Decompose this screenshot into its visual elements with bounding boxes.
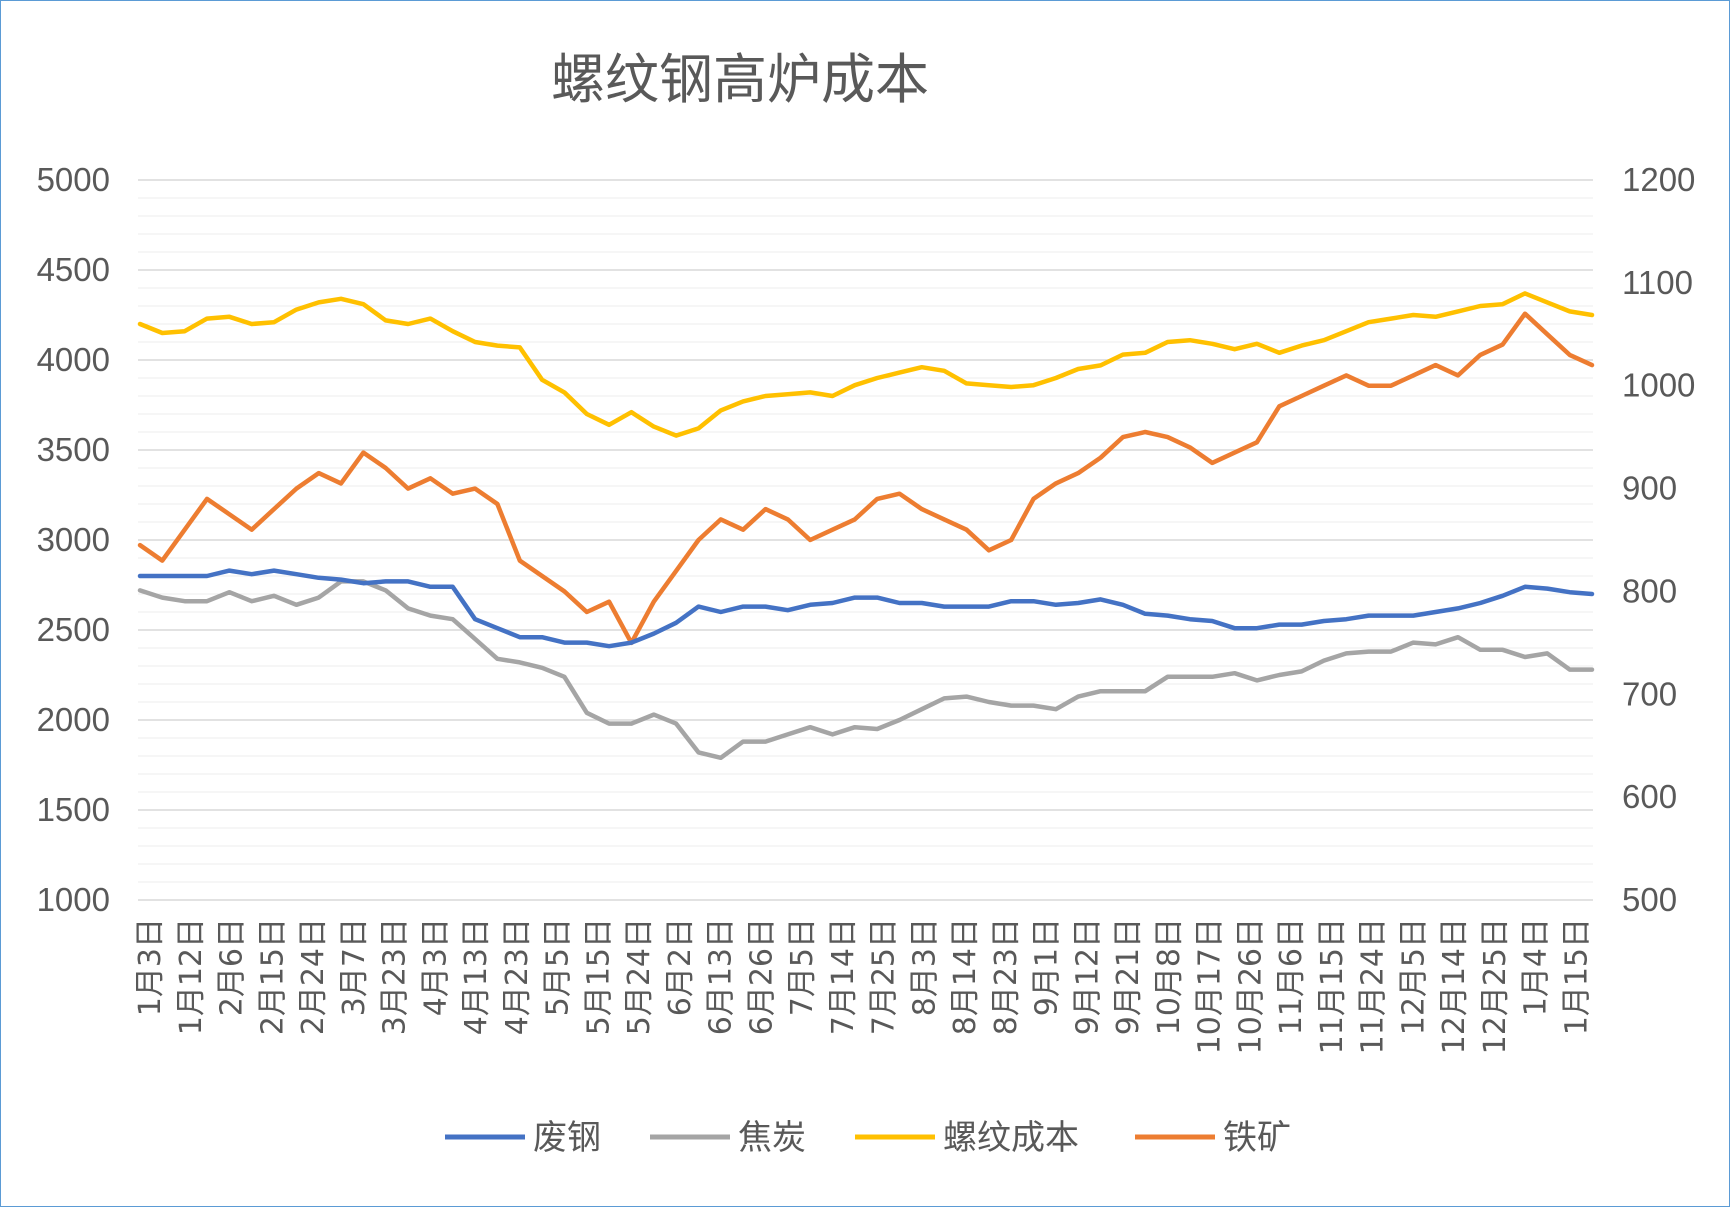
x-tick-label: 10月26日 bbox=[1233, 918, 1268, 1054]
y-left-tick-label: 2500 bbox=[37, 611, 110, 648]
x-tick-label: 12月14日 bbox=[1437, 918, 1472, 1054]
y-right-tick-label: 700 bbox=[1622, 675, 1677, 712]
y-left-tick-label: 5000 bbox=[37, 161, 110, 198]
x-tick-label: 8月14日 bbox=[948, 918, 983, 1035]
y-left-tick-label: 3500 bbox=[37, 431, 110, 468]
x-tick-label: 1月4日 bbox=[1519, 918, 1554, 1016]
x-tick-label: 2月6日 bbox=[215, 918, 250, 1016]
x-tick-label: 9月21日 bbox=[1111, 918, 1146, 1035]
x-tick-label: 11月15日 bbox=[1315, 918, 1350, 1054]
x-tick-label: 3月23日 bbox=[378, 918, 413, 1035]
x-tick-label: 9月12日 bbox=[1070, 918, 1105, 1035]
x-tick-label: 4月23日 bbox=[500, 918, 535, 1035]
legend-label: 废钢 bbox=[533, 1118, 601, 1158]
x-tick-label: 8月3日 bbox=[907, 918, 942, 1016]
legend-label: 铁矿 bbox=[1223, 1118, 1291, 1158]
series-line-2 bbox=[137, 579, 1595, 761]
y-left-tick-label: 2000 bbox=[37, 701, 110, 738]
x-tick-label: 2月15日 bbox=[255, 918, 290, 1035]
x-tick-label: 5月5日 bbox=[541, 918, 576, 1016]
y-left-tick-label: 4500 bbox=[37, 251, 110, 288]
y-right-tick-label: 600 bbox=[1622, 778, 1677, 815]
x-tick-label: 6月13日 bbox=[704, 918, 739, 1035]
x-tick-label: 5月24日 bbox=[622, 918, 657, 1035]
y-right-tick-label: 800 bbox=[1622, 572, 1677, 609]
y-left-tick-label: 3000 bbox=[37, 521, 110, 558]
x-tick-label: 11月24日 bbox=[1356, 918, 1391, 1054]
x-tick-label: 4月3日 bbox=[418, 918, 453, 1016]
legend-label: 焦炭 bbox=[738, 1118, 806, 1158]
gridlines bbox=[138, 179, 1593, 901]
x-tick-label: 1月12日 bbox=[174, 918, 209, 1035]
series-line-1 bbox=[137, 568, 1595, 649]
x-tick-label: 1月3日 bbox=[133, 918, 168, 1016]
x-tick-label: 7月14日 bbox=[826, 918, 861, 1035]
series-line-4 bbox=[137, 311, 1595, 646]
x-tick-label: 12月25日 bbox=[1478, 918, 1513, 1054]
legend-label: 螺纹成本 bbox=[943, 1118, 1079, 1158]
x-tick-label: 10月8日 bbox=[1152, 918, 1187, 1035]
series-lines bbox=[137, 291, 1595, 761]
x-tick-label: 4月13日 bbox=[459, 918, 494, 1035]
y-right-tick-label: 900 bbox=[1622, 470, 1677, 507]
x-tick-label: 3月7日 bbox=[337, 918, 372, 1016]
y-right-tick-label: 1200 bbox=[1622, 161, 1695, 198]
x-tick-label: 10月17日 bbox=[1193, 918, 1228, 1054]
x-axis: 1月3日 1月12日 2月6日 2月15日 2月24日 3月7日 3月23日 4月3日 4月13… bbox=[133, 918, 1594, 1054]
x-tick-label: 9月1日 bbox=[1030, 918, 1065, 1016]
x-tick-label: 12月5日 bbox=[1396, 918, 1431, 1035]
y-left-tick-label: 4000 bbox=[37, 341, 110, 378]
y-right-tick-label: 1000 bbox=[1622, 367, 1695, 404]
y-right-tick-label: 500 bbox=[1622, 881, 1677, 918]
x-tick-label: 5月15日 bbox=[581, 918, 616, 1035]
x-tick-label: 6月26日 bbox=[744, 918, 779, 1035]
x-tick-label: 11月6日 bbox=[1274, 918, 1309, 1035]
y-axis-right: 500 600 700 800 900 1000 1100 1200 bbox=[1622, 161, 1695, 918]
x-tick-label: 7月25日 bbox=[867, 918, 902, 1035]
y-axis-left: 1000 1500 2000 2500 3000 3500 4000 4500 5000 bbox=[37, 161, 110, 918]
y-left-tick-label: 1500 bbox=[37, 791, 110, 828]
x-tick-label: 8月23日 bbox=[989, 918, 1024, 1035]
x-tick-label: 7月5日 bbox=[785, 918, 820, 1016]
x-tick-label: 1月15日 bbox=[1559, 918, 1594, 1035]
x-tick-label: 6月2日 bbox=[663, 918, 698, 1016]
y-right-tick-label: 1100 bbox=[1622, 264, 1693, 301]
x-tick-label: 2月24日 bbox=[296, 918, 331, 1035]
series-line-3 bbox=[137, 291, 1595, 438]
legend: 废钢 焦炭 螺纹成本 铁矿 bbox=[445, 1118, 1291, 1158]
chart-title: 螺纹钢高炉成本 bbox=[551, 48, 929, 111]
y-left-tick-label: 1000 bbox=[37, 881, 110, 918]
